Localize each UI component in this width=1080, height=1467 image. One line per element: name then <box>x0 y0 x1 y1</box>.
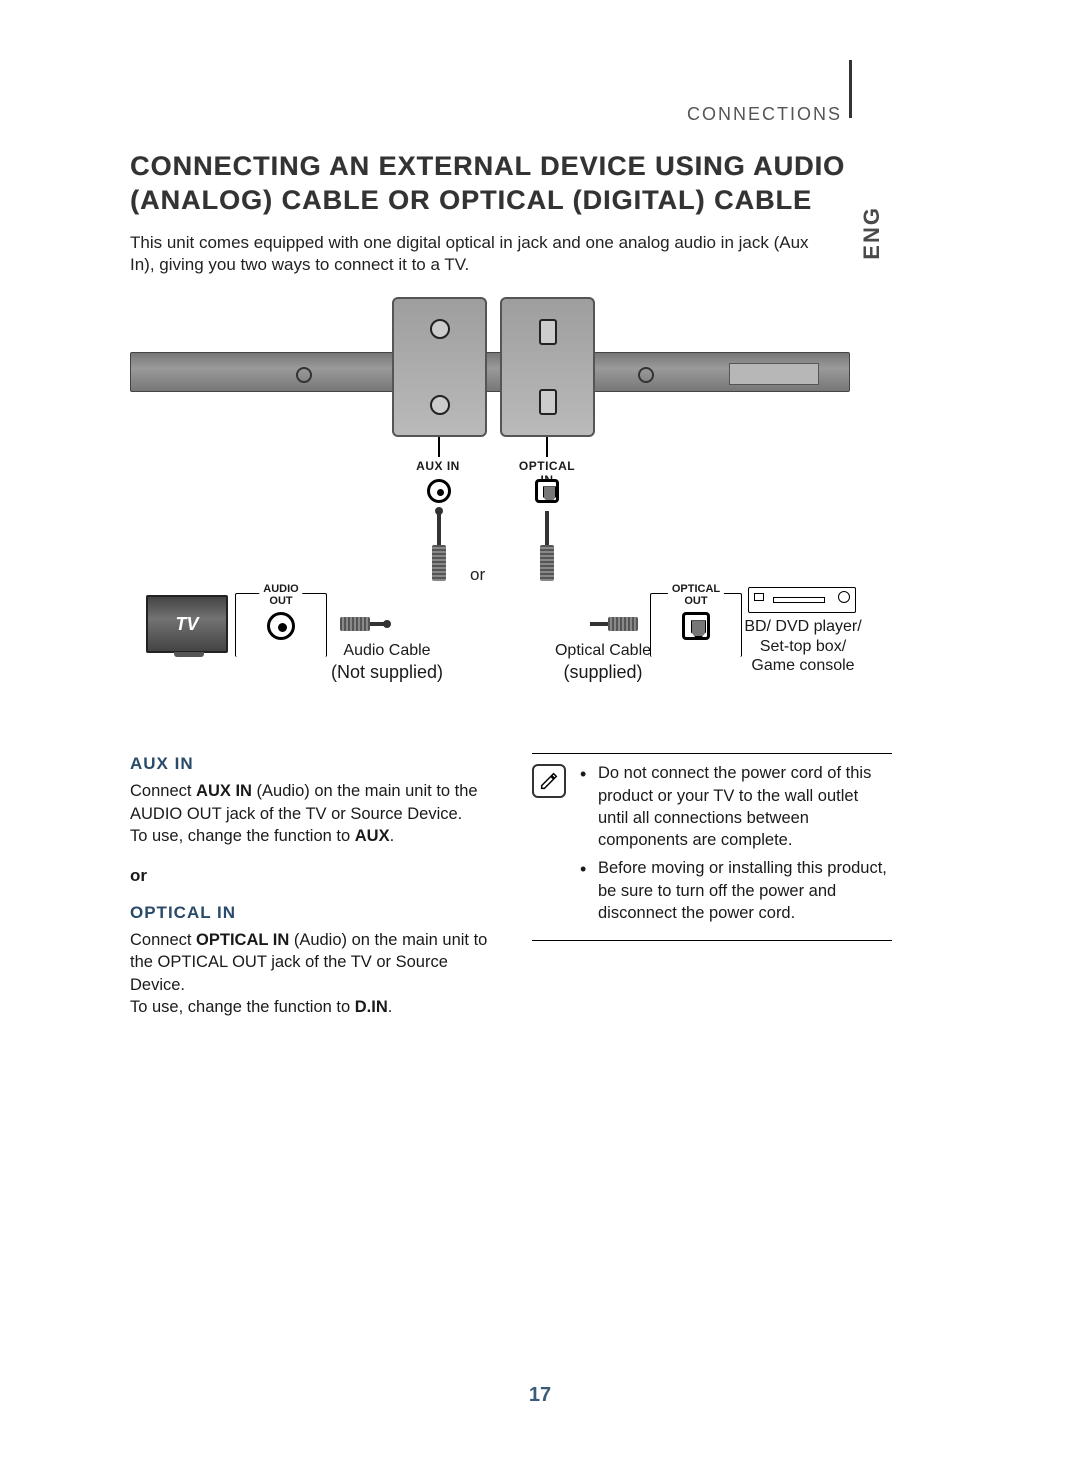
optical-cable-plug-icon <box>590 617 638 631</box>
optical-in-body: Connect OPTICAL IN (Audio) on the main u… <box>130 929 490 1018</box>
caution-item: Do not connect the power cord of this pr… <box>580 762 892 851</box>
audio-out-group: AUDIOOUT <box>235 593 327 657</box>
or-label: or <box>470 565 485 585</box>
page-title: CONNECTING AN EXTERNAL DEVICE USING AUDI… <box>130 150 950 218</box>
optical-out-label: OPTICALOUT <box>672 583 720 607</box>
manual-page: CONNECTIONS ENG CONNECTING AN EXTERNAL D… <box>0 0 1080 1467</box>
left-column: AUX IN Connect AUX IN (Audio) on the mai… <box>130 753 490 1018</box>
section-label: CONNECTIONS <box>687 104 842 125</box>
aux-plug-icon <box>432 511 446 581</box>
intro-text: This unit comes equipped with one digita… <box>130 232 830 278</box>
header-divider <box>849 60 852 118</box>
or-separator: or <box>130 865 490 888</box>
soundbar-illustration <box>130 352 850 392</box>
page-number: 17 <box>0 1384 1080 1407</box>
pencil-icon <box>532 764 566 798</box>
device-list-label: BD/ DVD player/Set-top box/Game console <box>728 617 878 675</box>
caution-notebox: Do not connect the power cord of this pr… <box>532 753 892 941</box>
audio-cable-plug-icon <box>340 617 388 631</box>
aux-jack-icon <box>427 479 451 503</box>
right-column: Do not connect the power cord of this pr… <box>532 753 892 1018</box>
aux-in-heading: AUX IN <box>130 753 490 776</box>
caution-list: Do not connect the power cord of this pr… <box>580 762 892 930</box>
tv-illustration: TV <box>146 595 228 653</box>
caution-item: Before moving or installing this product… <box>580 857 892 924</box>
audio-cable-caption: Audio Cable (Not supplied) <box>322 641 452 684</box>
rear-panel-aux <box>392 297 487 437</box>
rear-panel-optical <box>500 297 595 437</box>
aux-in-label: AUX IN <box>408 459 468 473</box>
audio-out-label: AUDIOOUT <box>263 583 298 607</box>
instruction-columns: AUX IN Connect AUX IN (Audio) on the mai… <box>130 753 950 1018</box>
connection-diagram: AUX IN OPTICAL IN or TV AUDIOOUT OPTICAL… <box>130 297 850 697</box>
optical-plug-icon <box>540 511 554 581</box>
optical-jack-icon <box>535 479 559 503</box>
optical-cable-caption: Optical Cable (supplied) <box>538 641 668 684</box>
dvd-player-illustration <box>748 587 856 613</box>
aux-in-body: Connect AUX IN (Audio) on the main unit … <box>130 780 490 847</box>
optical-in-heading: OPTICAL IN <box>130 902 490 925</box>
language-tab: ENG <box>859 206 885 260</box>
